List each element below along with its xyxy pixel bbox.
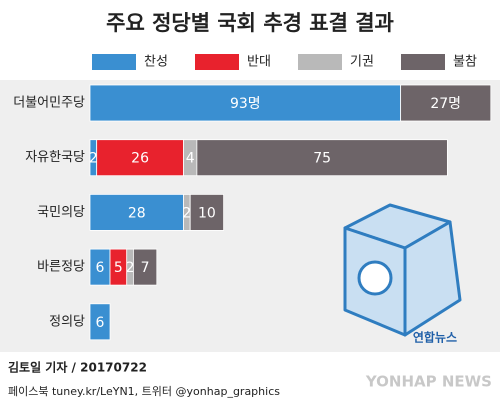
chart-title: 주요 정당별 국회 추경 표결 결과 [106,11,394,35]
bar-segment [196,139,448,177]
bar-segment [89,193,184,231]
value-label: 75 [313,151,331,167]
category-label: 더불어민주당 [13,96,85,111]
value-label: 6 [96,315,105,331]
legend-label: 불참 [453,55,477,70]
bar-segment [189,193,224,231]
value-label: 4 [186,151,195,167]
legend-label: 찬성 [144,55,168,70]
legend-swatch [92,54,136,70]
credit: 김토일 기자 / 20170722 [8,360,147,375]
legend-label: 반대 [247,55,271,70]
bar-segment [89,84,402,122]
value-label: 10 [198,205,216,221]
legend-swatch [401,54,445,70]
logo: 연합뉴스 [413,330,457,345]
value-label: 7 [141,260,150,276]
category-label: 정의당 [49,314,85,329]
value-label: 2 [182,205,191,221]
category-label: 국민의당 [37,205,85,220]
legend-label: 기권 [350,55,374,70]
value-label: 27명 [430,96,461,112]
value-label: 2 [89,151,98,167]
bar-segment [133,248,158,286]
category-label: 바른정당 [37,260,85,275]
category-label: 자유한국당 [25,150,85,165]
value-label: 2 [126,260,135,276]
legend-swatch [195,54,239,70]
value-label: 28 [128,205,146,221]
ballot-box-icon [343,203,462,337]
watermark: YONHAP NEWS [365,373,492,391]
sns: 페이스북 tuney.kr/LeYN1, 트위터 @yonhap_graphic… [8,385,280,398]
value-label: 5 [114,260,123,276]
legend-swatch [298,54,342,70]
value-label: 26 [131,151,149,167]
bar-segment [400,84,492,122]
bar-segment [89,303,111,341]
value-label: 93명 [230,96,261,112]
value-label: 6 [96,260,105,276]
